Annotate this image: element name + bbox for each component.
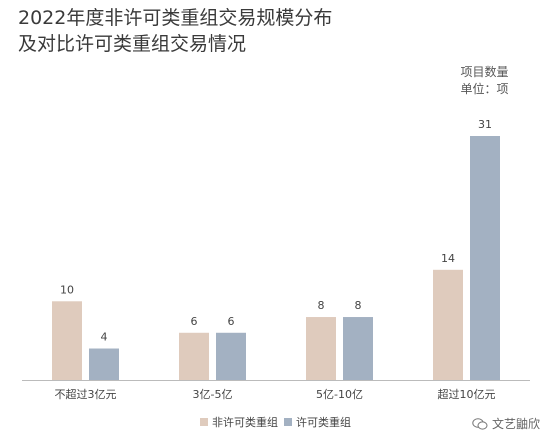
chart-title-line-1: 2022年度非许可类重组交易规模分布 [18,7,333,29]
unit-note-line-1: 项目数量 [460,65,509,79]
legend-item-non-license: 非许可类重组 [200,414,278,430]
unit-note: 项目数量 单位：项 [432,64,537,98]
data-label-non-license-2: 8 [318,299,325,312]
chart-title: 2022年度非许可类重组交易规模分布 及对比许可类重组交易情况 [18,5,438,57]
data-label-license-2: 8 [355,299,362,312]
x-tick-label-0: 不超过3亿元 [55,387,117,401]
chart-title-line-2: 及对比许可类重组交易情况 [18,33,247,55]
legend-swatch-license [284,418,292,426]
legend-label-license: 许可类重组 [296,416,351,429]
data-label-license-3: 31 [478,118,492,131]
data-label-license-0: 4 [101,331,108,344]
legend-item-license: 许可类重组 [284,414,351,430]
bar-non-license-2 [306,317,336,380]
bar-non-license-3 [433,269,463,380]
x-tick-label-1: 3亿-5亿 [193,388,233,401]
watermark: 文艺鼬欣 [472,415,540,432]
wechat-icon [472,417,488,430]
legend-label-non-license: 非许可类重组 [212,416,278,429]
bar-non-license-1 [179,332,209,380]
bar-license-2 [343,317,373,380]
x-tick-label-3: 超过10亿元 [438,387,496,401]
watermark-text: 文艺鼬欣 [491,417,540,431]
bar-license-3 [470,136,500,380]
data-label-non-license-1: 6 [191,315,198,328]
legend: 非许可类重组 许可类重组 [200,414,357,430]
bar-license-1 [216,332,246,380]
data-label-non-license-0: 10 [60,283,74,296]
legend-swatch-non-license [200,418,208,426]
bar-license-0 [89,348,119,380]
unit-note-line-2: 单位：项 [460,82,509,96]
x-tick-label-2: 5亿-10亿 [316,388,363,401]
data-label-license-1: 6 [228,315,235,328]
bar-non-license-0 [52,301,82,380]
data-label-non-license-3: 14 [441,252,455,265]
